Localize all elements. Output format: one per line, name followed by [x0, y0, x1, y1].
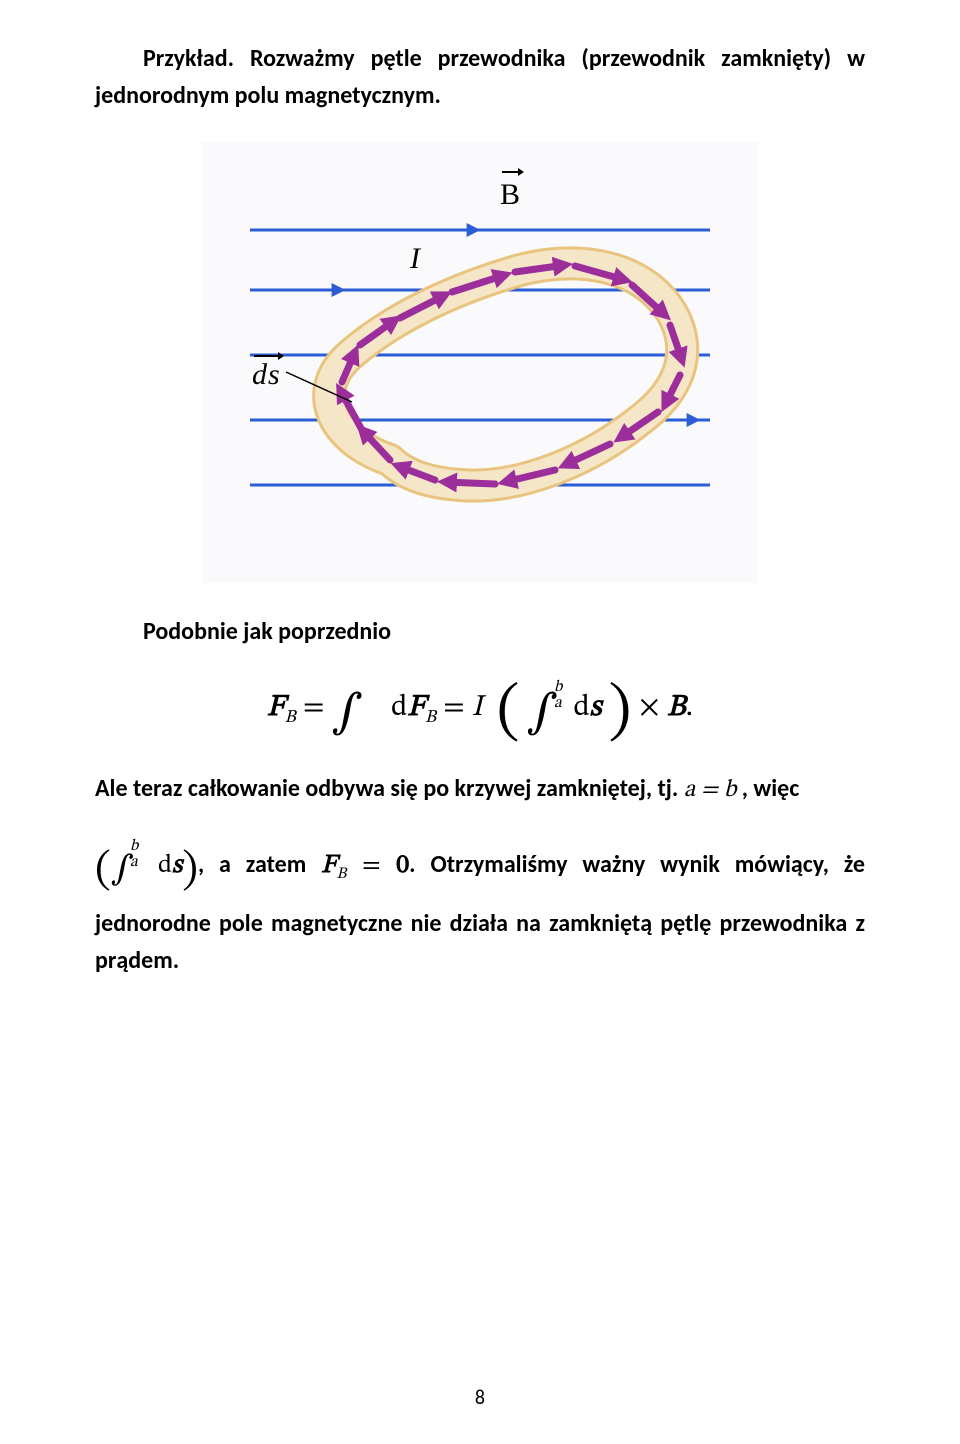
final-FB-eq-0: FB = 0 — [321, 853, 409, 879]
eq1-I: I — [472, 693, 483, 723]
eq1-dot: . — [686, 693, 693, 723]
final-paragraph: (∫ba ds), a zatem FB = 0. Otrzymaliśmy w… — [95, 837, 865, 980]
final-a: a — [130, 854, 138, 870]
final-limits: ba — [130, 838, 138, 870]
page-number: 8 — [0, 1386, 960, 1410]
final-int-expr: (∫ba ds) — [95, 853, 198, 879]
ale-teraz-prefix: Ale teraz całkowanie odbywa się po krzyw… — [95, 774, 684, 803]
eq1-F2sub: B — [425, 709, 436, 727]
eq1-int1: ∫ — [331, 684, 362, 742]
a-eq-b: a = b — [684, 778, 737, 802]
eq1-d2: d — [573, 693, 589, 723]
svg-text:I: I — [409, 242, 422, 275]
final-Fsub: B — [337, 866, 347, 882]
final-d: d — [158, 853, 172, 879]
final-lparen: ( — [95, 849, 111, 893]
final-F: F — [321, 853, 336, 879]
final-mid1: , a zatem — [198, 850, 321, 879]
eq1-F: F — [267, 693, 285, 723]
podobnie-text: Podobnie jak poprzednio — [143, 617, 391, 646]
ale-teraz-paragraph: Ale teraz całkowanie odbywa się po krzyw… — [95, 770, 865, 809]
podobnie-paragraph: Podobnie jak poprzednio — [95, 613, 865, 650]
final-s: s — [172, 853, 182, 879]
eq1-d1: d — [391, 693, 407, 723]
final-b: b — [130, 838, 138, 854]
eq1-limits: ba — [554, 679, 562, 711]
svg-text:d: d — [252, 358, 268, 391]
page: Przykład. Rozważmy pętle przewodnika (pr… — [0, 0, 960, 1444]
figure-container: B Ids — [95, 142, 865, 583]
svg-text:s: s — [268, 358, 280, 391]
equation-force: FB = ∫ dFB = I ( ∫ba ds ) × B. — [95, 679, 865, 742]
eq1-Fsub: B — [285, 709, 296, 727]
svg-text:B: B — [500, 178, 520, 211]
figure-svg: B Ids — [220, 160, 740, 560]
eq1-Bvec: B — [667, 693, 686, 723]
eq1-F2: F — [407, 693, 425, 723]
eq1-eq2: = — [443, 693, 472, 723]
figure: B Ids — [202, 142, 758, 583]
intro-paragraph: Przykład. Rozważmy pętle przewodnika (pr… — [95, 40, 865, 114]
eq1-a: a — [554, 695, 562, 711]
eq1-times: × — [638, 693, 667, 723]
eq1-s: s — [590, 693, 602, 723]
final-rparen: ) — [182, 849, 198, 893]
ale-teraz-suffix: , więc — [736, 774, 799, 803]
eq1-eq1: = — [303, 693, 332, 723]
eq1-b: b — [554, 679, 562, 695]
intro-prefix: Przykład. — [143, 44, 234, 73]
